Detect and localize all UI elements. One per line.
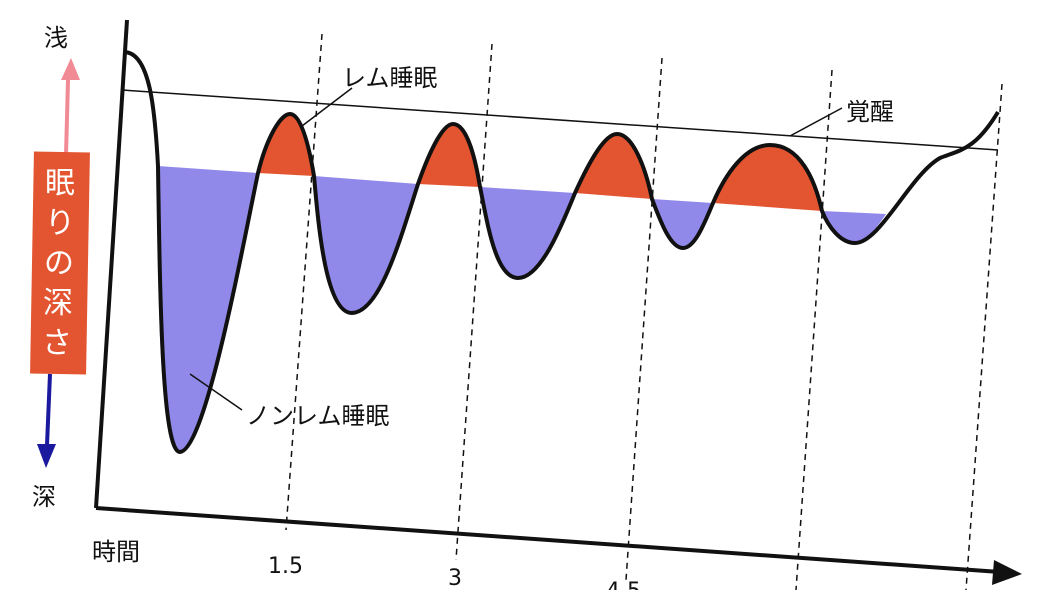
depth-label-char: 深 [43,286,73,321]
depth-scale: 浅 眠 り の 深 さ 深 [30,24,90,511]
grid-lines [285,33,1003,591]
x-tick: 4.5 [606,579,641,590]
deep-label: 深 [32,483,56,511]
x-tick: 1.5 [268,554,303,579]
x-axis-arrowhead [992,560,1022,585]
awake-line [121,89,999,151]
arrow-down-icon [37,444,56,468]
depth-label-char: 眠 [45,166,75,201]
depth-label-char: の [44,246,74,281]
awake-label: 覚醒 [846,98,894,126]
arrow-up-icon [61,58,80,80]
x-axis-label: 時間 [92,538,140,566]
sleep-curve [123,50,1000,454]
x-ticks: 1.5 3 4.5 6 [268,554,804,594]
nonrem-fill [157,166,886,452]
depth-label-box [30,151,90,375]
x-tick: 3 [448,566,462,590]
arrow-down-shaft [45,373,52,446]
y-axis [94,19,129,509]
shallow-label: 浅 [44,24,68,52]
depth-label-char: り [45,206,75,241]
axes [94,19,1022,585]
rem-label: レム睡眠 [342,64,438,92]
annotations: レム睡眠 覚醒 ノンレム睡眠 [189,64,894,430]
nonrem-label: ノンレム睡眠 [246,402,390,430]
arrow-up-shaft [64,79,70,156]
depth-label-char: さ [42,326,72,361]
x-axis [95,506,1001,574]
